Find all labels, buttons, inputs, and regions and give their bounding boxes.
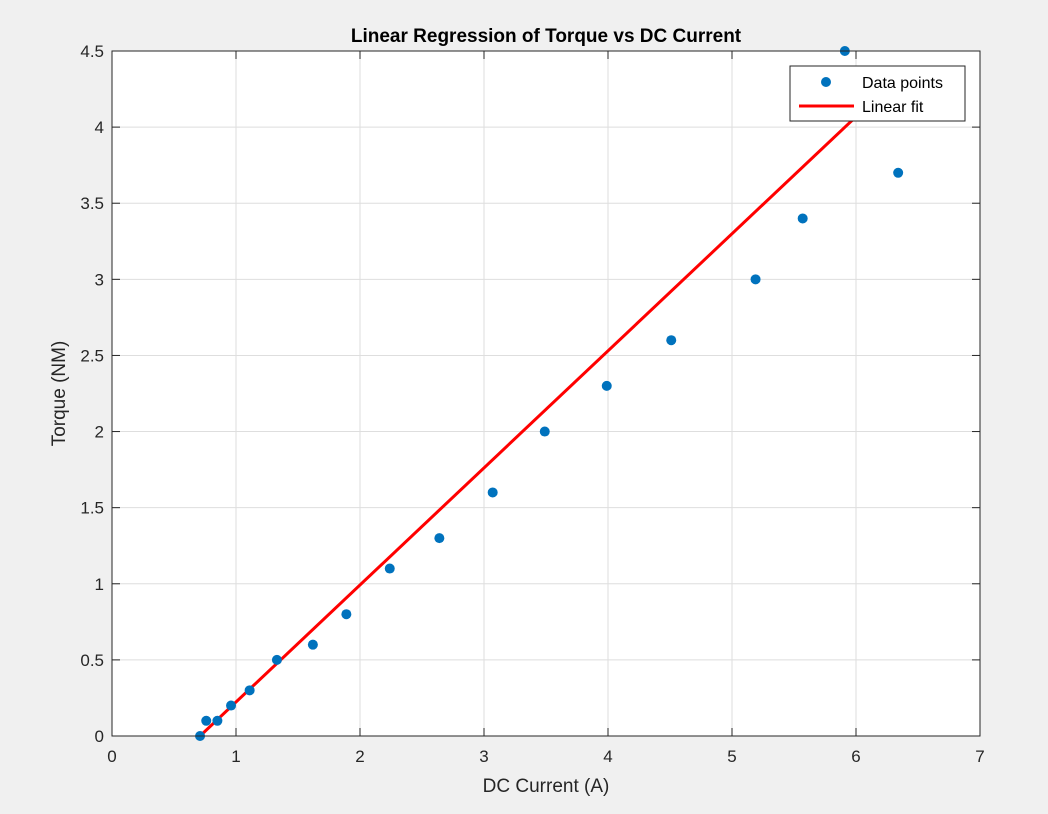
x-tick-label: 0 xyxy=(107,747,116,766)
y-tick-label: 1 xyxy=(95,575,104,594)
legend-box xyxy=(789,65,966,122)
y-tick-label: 0 xyxy=(95,727,104,746)
data-point xyxy=(797,213,808,224)
data-point xyxy=(201,715,212,726)
x-tick-label: 3 xyxy=(479,747,488,766)
data-point xyxy=(271,654,282,665)
x-tick-label: 4 xyxy=(603,747,612,766)
plot-background xyxy=(112,51,980,736)
legend-label-linear-fit: Linear fit xyxy=(862,99,924,116)
legend-marker-data-points xyxy=(821,77,831,87)
y-tick-label: 0.5 xyxy=(80,651,104,670)
y-tick-label: 4.5 xyxy=(80,42,104,61)
y-tick-label: 2 xyxy=(95,423,104,442)
x-tick-labels: 0 1 2 3 4 5 6 7 xyxy=(107,747,984,766)
y-tick-label: 1.5 xyxy=(80,499,104,518)
tick-marks xyxy=(111,50,981,737)
x-tick-label: 2 xyxy=(355,747,364,766)
x-tick-label: 7 xyxy=(975,747,984,766)
data-point xyxy=(307,639,318,650)
data-point xyxy=(226,700,237,711)
fit-line-layer xyxy=(199,75,900,738)
y-tick-label: 3 xyxy=(95,270,104,289)
x-tick-label: 6 xyxy=(851,747,860,766)
data-point xyxy=(539,426,550,437)
y-tick-label: 2.5 xyxy=(80,346,104,365)
data-point xyxy=(434,533,445,544)
axes-box xyxy=(111,50,981,737)
data-point xyxy=(750,274,761,285)
data-points-layer xyxy=(195,46,904,741)
data-point xyxy=(212,715,223,726)
x-tick-label: 1 xyxy=(231,747,240,766)
data-point xyxy=(601,380,612,391)
data-point xyxy=(666,335,677,346)
x-tick-label: 5 xyxy=(727,747,736,766)
chart-title: Linear Regression of Torque vs DC Curren… xyxy=(351,26,742,47)
legend-label-data-points: Data points xyxy=(862,75,943,92)
legend: Data points Linear fit xyxy=(789,65,966,122)
y-tick-label: 4 xyxy=(95,118,104,137)
data-point xyxy=(893,167,904,178)
y-axis-label: Torque (NM) xyxy=(49,341,70,447)
data-point xyxy=(341,609,352,620)
data-point xyxy=(487,487,498,498)
y-tick-labels: 0 0.5 1 1.5 2 2.5 3 3.5 4 4.5 xyxy=(80,42,104,746)
data-point xyxy=(244,685,255,696)
x-axis-label: DC Current (A) xyxy=(483,776,610,797)
y-tick-label: 3.5 xyxy=(80,194,104,213)
data-point xyxy=(384,563,395,574)
linear-fit-line xyxy=(199,75,900,738)
